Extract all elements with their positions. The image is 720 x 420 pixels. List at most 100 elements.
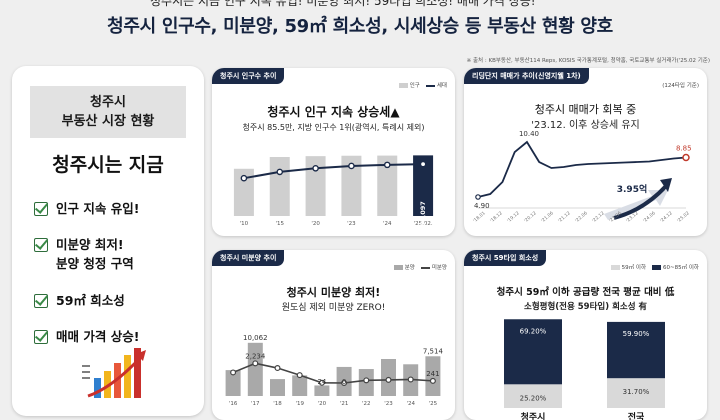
legend-line-label: 세대: [436, 83, 447, 89]
unsold-point: [341, 380, 348, 387]
price-unit-note: (124타입 기준): [662, 83, 699, 89]
population-chart: '10 '15 '20 '23 '24 '25.02.855,097: [233, 155, 434, 231]
legend-a-swatch: [610, 265, 620, 270]
supply-bar: [247, 342, 263, 396]
households-point: [240, 174, 248, 182]
legend-bar-swatch: [393, 265, 403, 270]
price-line: [477, 140, 687, 198]
unsold-point: [429, 377, 436, 384]
legend-line-swatch: [425, 84, 435, 87]
unsold-data-label: 2,234: [245, 352, 266, 360]
population-card: 청주시 인구수 추이 인구 세대 청주시 인구 지속 상승세▲ 청주시 85.5만…: [212, 68, 455, 236]
x-tick-label: '19: [295, 401, 304, 407]
population-bar: [269, 157, 290, 216]
price-card: 리딩단지 매매가 추이(신영지웰 1차) (124타입 기준) 청주시 매매가 …: [464, 68, 707, 236]
x-tick-label: '20: [311, 221, 320, 227]
population-tag: 청주시 인구수 추이: [212, 68, 285, 84]
unsold-line: [232, 362, 433, 384]
x-tick-label: '18.12: [489, 210, 504, 224]
rise-arrow-head-icon: [660, 178, 672, 192]
x-tick-label: '21.12: [557, 210, 572, 224]
legend-b-label: 60~85㎡ 이하: [663, 265, 699, 271]
supply-bar: [225, 370, 241, 396]
x-tick-label: '24.06: [642, 210, 657, 224]
price-start-label: 4.90: [474, 202, 490, 210]
left-heading-line1: 청주시: [90, 95, 126, 110]
x-tick-label: '21.06: [540, 210, 555, 224]
legend-line-label: 미분양: [431, 265, 447, 271]
price-tag: 리딩단지 매매가 추이(신영지웰 1차): [464, 68, 589, 84]
checkbox-icon: [34, 238, 48, 252]
households-point: [276, 168, 284, 176]
bar-data-label: 10,062: [243, 334, 268, 342]
unsold-point: [407, 376, 414, 383]
population-bar: [413, 155, 434, 216]
left-panel-heading: 청주시 부동산 시장 현황: [30, 86, 186, 138]
x-tick-label: '10: [240, 221, 249, 227]
segment-top-label: 69.20%: [520, 327, 547, 335]
x-tick-label: '18.01: [472, 210, 487, 224]
supply-card: 청주시 59타입 희소성 59㎡ 이하 60~85㎡ 이하 청주시 59㎡ 이하 …: [464, 250, 707, 420]
population-chart-title: 청주시 인구 지속 상승세▲: [267, 105, 400, 119]
households-line: [243, 163, 424, 180]
x-tick-label: '22.06: [574, 210, 589, 224]
x-tick-label: '16: [229, 401, 238, 407]
price-start-point: [475, 194, 481, 200]
supply-bar: [270, 379, 285, 396]
legend-line-swatch: [420, 266, 430, 269]
segment-bottom-label: 31.70%: [623, 388, 650, 396]
x-tick-label: '22: [362, 401, 371, 407]
rising-bars-icon: [82, 348, 146, 398]
unsold-tag: 청주시 미분양 추이: [212, 250, 285, 266]
supply-legend: 59㎡ 이하 60~85㎡ 이하: [605, 263, 699, 271]
source-note: ※ 출처 : KB부동산, 부동산114 Reps, KOSIS 국가통계포털,…: [466, 58, 710, 64]
checkbox-icon: [34, 202, 48, 216]
x-tick-label: '17: [251, 401, 260, 407]
supply-tag: 청주시 59타입 희소성: [464, 250, 547, 266]
legend-bar-label: 인구: [409, 83, 420, 89]
supply-chart: 69.20% 25.20% 청주시 59.90% 31.70% 전국: [504, 319, 665, 420]
x-tick-label: '23: [347, 221, 356, 227]
page-title: 청주시 인구수, 미분양, 59㎡ 희소성, 시세상승 등 부동산 현황 양호: [107, 16, 613, 37]
category-label: 청주시: [521, 411, 546, 420]
x-tick-label: '24: [383, 221, 392, 227]
check-item-label: 미분양 최저!: [56, 237, 124, 252]
unsold-point: [296, 372, 303, 379]
supply-bar: [314, 385, 330, 396]
price-chart-title: 청주시 매매가 회복 중: [534, 103, 637, 116]
checkbox-icon: [34, 294, 48, 308]
rising-bars-graphic: [82, 348, 146, 398]
unsold-data-label: 0: [342, 378, 346, 386]
left-subheading: 청주시는 지금: [52, 154, 164, 176]
supply-chart-subtitle: 소형평형(전용 59타입) 희소성 有: [524, 302, 647, 312]
households-point: [383, 161, 391, 169]
unsold-data-label: 241: [426, 370, 439, 378]
legend-bar-swatch: [398, 83, 408, 88]
price-peak-label: 10.40: [519, 130, 539, 138]
x-tick-label: '18: [273, 401, 282, 407]
unsold-point: [252, 360, 259, 367]
check-item-label-2: 분양 청정 구역: [56, 256, 134, 271]
unsold-point: [274, 365, 281, 372]
legend-b-swatch: [652, 265, 662, 270]
population-bar: [305, 156, 326, 216]
x-tick-label: '24: [406, 401, 415, 407]
category-label: 전국: [628, 411, 645, 420]
unsold-legend: 분양 미분양: [388, 263, 447, 271]
segment-bottom-label: 25.20%: [520, 394, 547, 402]
supply-bar: [292, 375, 308, 396]
check-item-label: 인구 지속 유입!: [56, 201, 140, 216]
bar-data-label: 7,514: [423, 347, 444, 355]
x-tick-label: '25.02.: [414, 221, 433, 227]
households-point: [348, 162, 355, 170]
price-end-point: [682, 153, 690, 162]
supply-chart-title: 청주시 59㎡ 이하 공급량 전국 평균 대비 低: [496, 287, 675, 298]
top-banner: 청주시는 지금 인구 지속 유입! 미분양 최저! 59타입 희소성! 매매 가…: [0, 0, 720, 8]
population-end-label: 855,097: [419, 201, 427, 231]
x-tick-label: '21: [340, 401, 349, 407]
x-tick-label: '23: [384, 401, 393, 407]
unsold-point: [363, 377, 370, 384]
x-tick-label: '20: [318, 401, 327, 407]
x-tick-label: '19.12: [506, 210, 521, 224]
price-rise-label: 3.95억: [617, 183, 648, 195]
